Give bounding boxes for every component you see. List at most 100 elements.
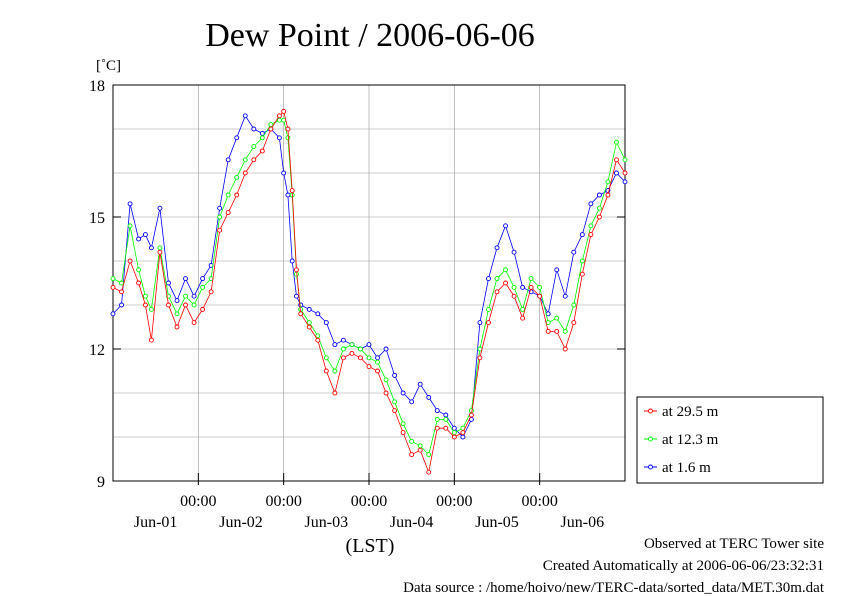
data-point [511, 284, 517, 290]
x-tick-date-label: Jun-04 [390, 514, 434, 531]
data-point [358, 346, 363, 352]
data-point [294, 293, 299, 299]
data-point [157, 249, 163, 255]
data-point [157, 245, 163, 251]
data-point [332, 390, 338, 396]
data-point [605, 192, 611, 198]
data-point [537, 284, 543, 290]
data-point [375, 355, 380, 361]
legend-entry: at 1.6 m [662, 460, 711, 476]
y-tick-label: 12 [89, 342, 105, 359]
data-point [148, 337, 154, 343]
data-point [400, 430, 406, 436]
y-tick-label: 9 [97, 474, 105, 491]
data-point [366, 355, 372, 361]
data-point [268, 126, 274, 132]
data-point [242, 170, 248, 176]
footer-observed: Observed at TERC Tower site [643, 536, 824, 552]
data-point [259, 135, 265, 141]
data-point [276, 135, 282, 141]
data-point [174, 311, 180, 317]
series-layer [110, 108, 628, 475]
data-point [520, 284, 526, 290]
legend-entry: at 12.3 m [662, 432, 719, 448]
data-point [451, 425, 457, 431]
data-point [119, 280, 124, 286]
data-point [383, 346, 389, 352]
data-point [579, 258, 585, 264]
x-tick-time-label: 00:00 [265, 493, 301, 510]
y-tick-label: 18 [89, 78, 105, 95]
x-tick-date-label: Jun-02 [219, 514, 263, 531]
x-tick-date-label: Jun-06 [561, 514, 605, 531]
data-point [306, 306, 312, 312]
data-point [622, 179, 628, 185]
data-point [166, 280, 171, 286]
data-point [366, 364, 372, 370]
data-point [537, 293, 543, 299]
data-point [409, 399, 415, 405]
data-point [562, 293, 568, 299]
x-tick-time-label: 00:00 [521, 493, 557, 510]
data-point [486, 276, 491, 282]
data-point [417, 447, 423, 453]
data-point [426, 469, 432, 475]
data-point [268, 122, 274, 128]
legend-marker [648, 408, 653, 414]
data-point [571, 302, 577, 308]
data-point [276, 117, 282, 123]
data-point [142, 293, 148, 299]
data-point [242, 113, 248, 119]
data-point [409, 452, 415, 458]
data-point [417, 381, 423, 387]
grid-lines [113, 85, 625, 481]
data-point [298, 311, 304, 317]
data-point [148, 306, 154, 312]
series-0 [110, 108, 628, 475]
data-point [571, 249, 577, 255]
data-point [242, 157, 248, 163]
data-point [588, 232, 594, 238]
data-point [340, 346, 346, 352]
legend-marker [648, 436, 653, 442]
data-point [579, 232, 585, 238]
data-point [183, 293, 188, 299]
data-point [340, 337, 346, 343]
data-point [494, 276, 500, 282]
legend-entry: at 29.5 m [662, 404, 719, 420]
data-point [332, 368, 338, 374]
data-point [383, 390, 389, 396]
data-point [520, 315, 526, 321]
data-point [605, 179, 611, 185]
data-point [443, 425, 449, 431]
data-point [136, 236, 142, 242]
data-point [511, 293, 517, 299]
data-point [434, 416, 440, 422]
x-tick-time-label: 00:00 [351, 493, 387, 510]
data-point [281, 170, 287, 176]
data-point [392, 408, 398, 414]
data-point [234, 192, 240, 198]
data-point [400, 390, 406, 396]
data-point [588, 201, 594, 207]
data-point [119, 302, 124, 308]
data-point [460, 434, 466, 440]
data-point [276, 113, 282, 119]
data-point [443, 412, 449, 418]
data-point [110, 276, 116, 282]
data-point [477, 320, 483, 326]
data-point [294, 267, 299, 273]
data-point [332, 342, 338, 348]
y-axis-unit: [˚C] [96, 58, 121, 74]
data-point [289, 188, 295, 194]
data-point [579, 271, 585, 277]
data-point [225, 157, 231, 163]
data-point [127, 201, 133, 207]
footer-created: Created Automatically at 2006-06-06/23:3… [542, 558, 824, 574]
data-point [545, 328, 551, 334]
data-point [528, 276, 534, 282]
data-point [127, 223, 133, 229]
data-point [315, 337, 321, 343]
data-point [562, 346, 568, 352]
